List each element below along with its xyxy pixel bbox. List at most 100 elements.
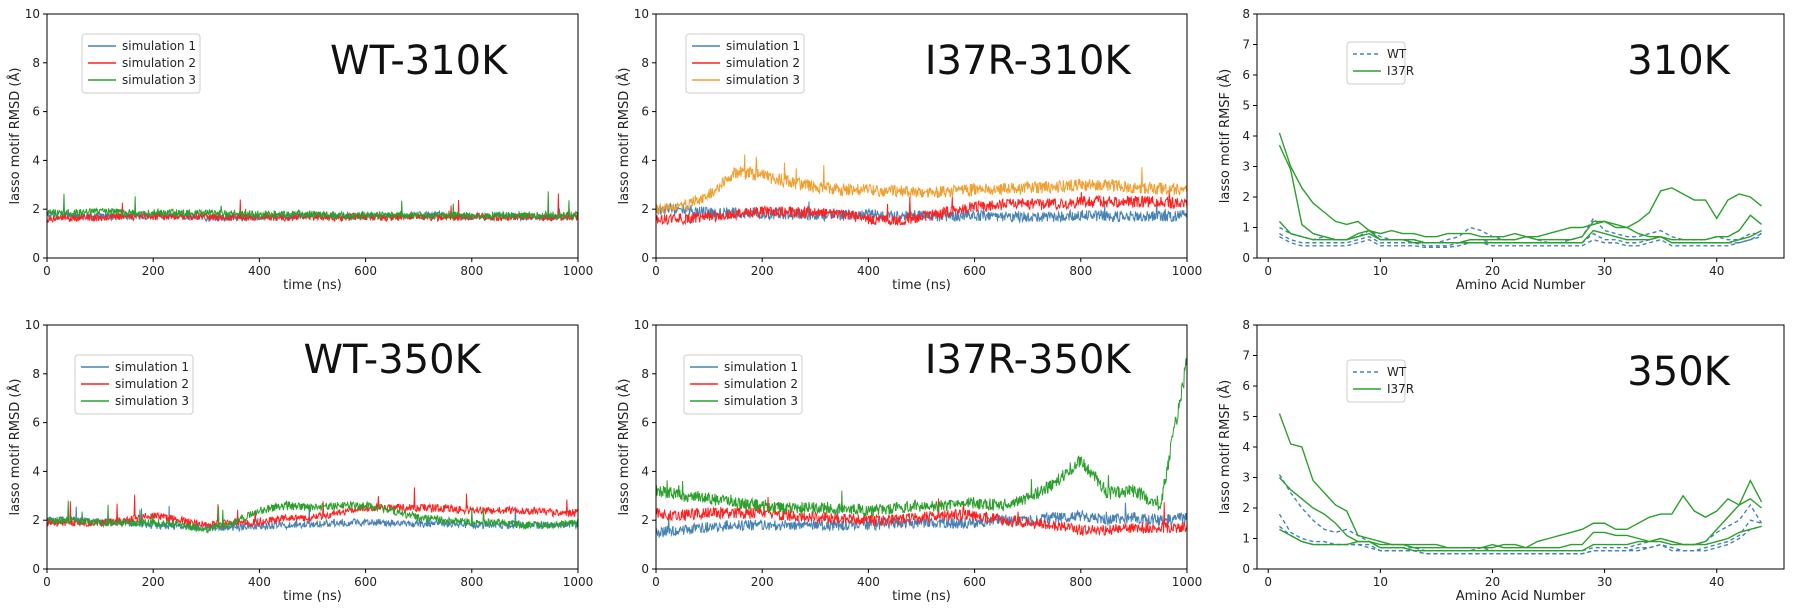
series-line-simulation-1 [656,502,1187,539]
legend-label: simulation 2 [724,377,798,391]
x-tick-label: 400 [857,575,880,589]
x-tick-label: 20 [1485,264,1500,278]
chart-title: WT-310K [330,38,509,84]
series-line-simulation-2 [47,487,578,530]
legend-label: simulation 1 [726,39,800,53]
x-tick-label: 800 [460,575,483,589]
y-tick-label: 8 [1242,318,1250,332]
legend-label: simulation 3 [122,73,196,87]
series-line-simulation-3 [656,354,1187,516]
y-axis-label: lasso motif RMSD (Å) [616,68,632,205]
y-tick-label: 2 [32,513,40,527]
series-group [1278,413,1763,555]
legend: simulation 1 simulation 2 simulation 3 [81,33,201,94]
y-tick-label: 4 [641,153,649,167]
chart-title: WT-350K [303,337,482,383]
x-tick-label: 10 [1373,264,1388,278]
legend-label: simulation 3 [115,394,189,408]
series-line-simulation-1 [656,200,1187,224]
y-tick-label: 10 [25,318,40,332]
x-tick-label: 0 [652,575,660,589]
x-tick-label: 800 [1069,264,1092,278]
series-line-unnamed-5 [1279,525,1762,552]
legend-box [1346,359,1406,403]
x-tick-label: 0 [43,575,51,589]
series-group [47,191,578,224]
legend-box [685,33,805,94]
x-tick-label: 20 [1485,575,1500,589]
legend-label: WT [1387,365,1407,379]
y-tick-label: 4 [1242,129,1250,143]
y-tick-label: 1 [1242,532,1250,546]
y-tick-label: 8 [1242,7,1250,21]
x-tick-label: 400 [248,264,271,278]
x-tick-label: 1000 [1172,575,1203,589]
series-line-simulation-3 [47,191,578,221]
series-group [656,354,1187,539]
y-tick-label: 5 [1242,410,1250,424]
y-tick-label: 4 [641,464,649,478]
legend-label: simulation 2 [115,377,189,391]
x-tick-label: 0 [652,264,660,278]
x-tick-label: 200 [751,575,774,589]
series-line-unnamed-4 [1278,144,1763,244]
chart-panel-top-left: 0 200 400 600 800 1000 0 2 4 6 8 10 time (ns) lasso m… [7,7,593,293]
y-axis-label: lasso motif RMSD (Å) [616,379,632,516]
legend-label: simulation 3 [724,394,798,408]
series-group [47,487,578,534]
series-line-simulation-2 [656,496,1187,537]
x-axis-label: time (ns) [892,278,951,293]
x-tick-label: 600 [963,575,986,589]
x-axis-label: time (ns) [283,278,342,293]
chart-title: 310K [1627,38,1731,84]
legend-label: simulation 1 [724,360,798,374]
y-tick-label: 0 [1242,251,1250,265]
legend-box [683,354,803,415]
chart-panel-top-right: 0 10 20 30 40 0 1 2 3 4 5 6 7 8 Amino Acid Number lasso… [1217,7,1785,293]
y-tick-label: 6 [641,105,649,119]
y-tick-label: 10 [634,7,649,21]
x-axis-label: Amino Acid Number [1456,589,1586,604]
legend-label: simulation 3 [726,73,800,87]
legend-label: simulation 2 [726,56,800,70]
legend-label: simulation 2 [122,56,196,70]
y-axis-label: lasso motif RMSF (Å) [1217,69,1233,203]
legend-label: I37R [1387,64,1414,78]
series-line-unnamed-4 [1278,477,1763,549]
x-tick-label: 30 [1597,264,1612,278]
y-tick-label: 2 [1242,190,1250,204]
y-tick-label: 0 [641,562,649,576]
y-axis-label: lasso motif RMSD (Å) [7,379,23,516]
x-axis-label: Amino Acid Number [1456,278,1586,293]
plot-frame [655,13,1188,259]
x-tick-label: 40 [1709,575,1724,589]
y-tick-label: 0 [1242,562,1250,576]
x-axis-label: time (ns) [892,589,951,604]
y-tick-label: 10 [25,7,40,21]
y-tick-label: 6 [32,105,40,119]
legend-label: WT [1387,47,1407,61]
y-tick-label: 4 [32,153,40,167]
y-axis-label: lasso motif RMSF (Å) [1217,380,1233,514]
legend-label: simulation 1 [115,360,189,374]
series-line-unnamed-2 [1278,519,1762,555]
x-tick-label: 0 [1264,575,1272,589]
y-tick-label: 3 [1242,160,1250,174]
x-tick-label: 200 [751,264,774,278]
y-tick-label: 8 [641,56,649,70]
series-line-unnamed-5 [1278,220,1762,244]
plot-frame [46,13,579,259]
series-line-simulation-3 [656,154,1187,214]
series-group [1278,132,1763,249]
legend-box [74,354,194,415]
y-tick-label: 6 [1242,379,1250,393]
chart-panel-bottom-right: 0 10 20 30 40 0 1 2 3 4 5 6 7 8 Amino Acid Number lasso… [1217,318,1785,604]
y-tick-label: 7 [1242,38,1250,52]
x-tick-label: 200 [142,264,165,278]
x-tick-label: 1000 [563,575,594,589]
legend: simulation 1 simulation 2 simulation 3 [74,354,194,415]
x-tick-label: 40 [1709,264,1724,278]
legend: WT I37R [1346,359,1414,403]
y-tick-label: 1 [1242,221,1250,235]
